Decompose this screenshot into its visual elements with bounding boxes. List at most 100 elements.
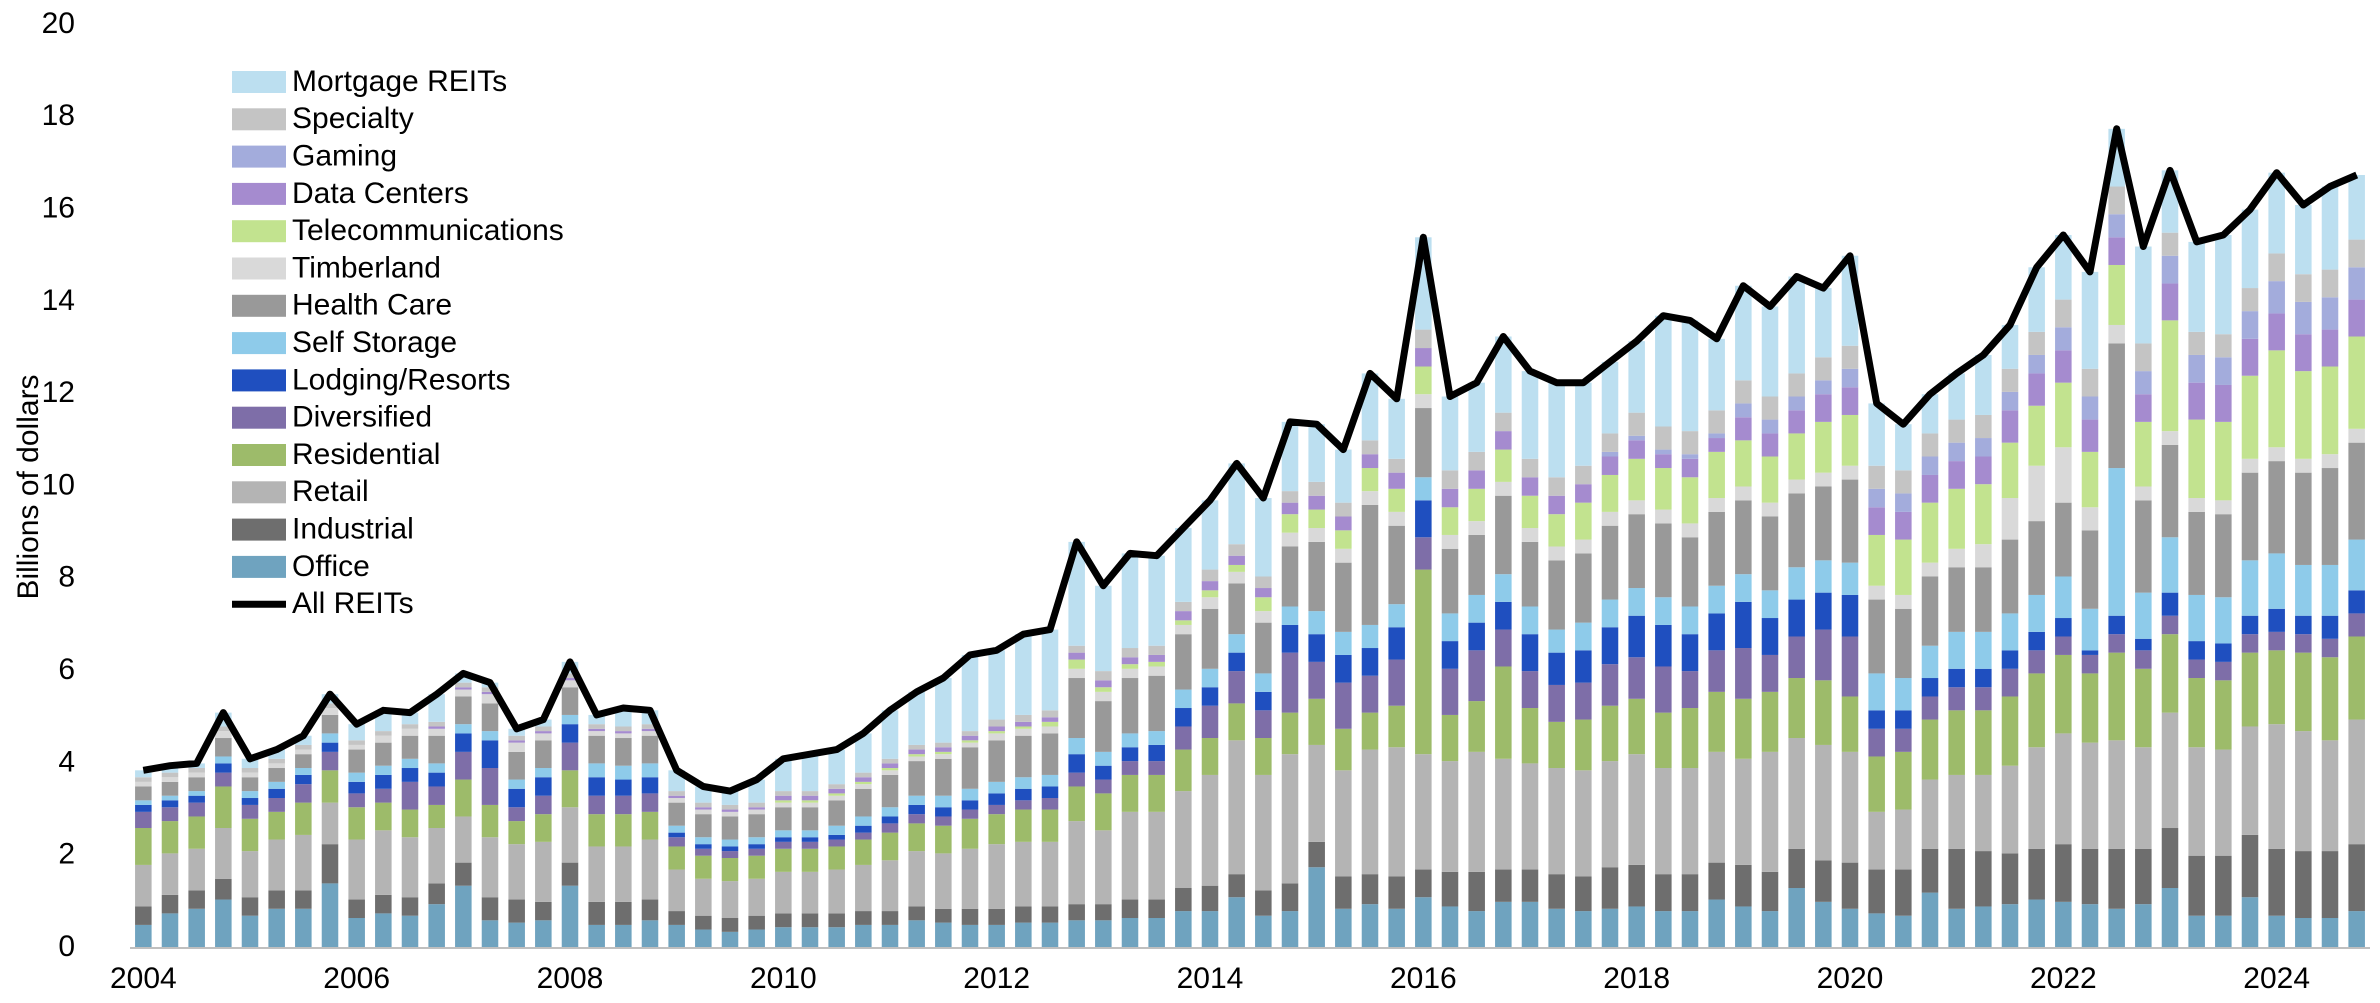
bar-segment [1468,751,1485,872]
bar-segment [2001,853,2019,905]
bar-segment [535,726,552,732]
bar-segment [1415,537,1432,570]
bar-segment [2081,904,2099,948]
bar-segment [1601,664,1619,706]
bar-segment [1441,641,1459,669]
bar-segment [1495,412,1512,432]
bar-segment [135,811,152,829]
bar-segment [2135,904,2152,948]
bar-segment [348,740,365,745]
bar-segment [2108,264,2125,325]
bar-segment [1095,691,1112,702]
bar-segment [2055,382,2072,448]
bar-segment [188,777,205,792]
bar-segment [2215,234,2232,335]
bar-segment [1121,811,1139,900]
bar-segment [828,784,845,789]
bar-segment [935,922,952,948]
bar-segment [668,802,685,826]
bar-segment [1948,848,1965,909]
bar-segment [748,855,765,879]
bar-segment [1175,749,1192,792]
bar-segment [2161,431,2179,445]
bar-segment [2028,747,2045,849]
bar-segment [1548,874,1565,909]
bar-segment [695,929,712,948]
bar-segment [641,920,659,948]
bar-segment [1868,488,1885,508]
x-tick-label: 2010 [750,962,817,995]
bar-segment [1681,537,1699,607]
bar-segment [961,800,979,810]
bar-segment [1761,911,1779,948]
bar-segment [1975,851,1992,907]
bar-segment [561,885,579,948]
bar-segment [1735,574,1752,602]
bar-segment [1361,712,1379,750]
bar-segment [881,710,899,759]
bar-segment [1068,904,1085,921]
legend-label: Diversified [292,401,432,434]
bar-segment [1841,345,1859,369]
bar-segment [2348,267,2365,300]
bar-segment [1335,516,1352,531]
legend-swatch [232,182,286,205]
bar-segment [1708,650,1725,692]
bar-segment [988,814,1005,845]
bar-segment [1041,774,1059,787]
bar-segment [2268,172,2285,254]
bar-segment [1601,511,1619,526]
bar-segment [161,781,179,796]
bar-segment [2321,740,2339,852]
bar-segment [1575,502,1592,540]
bar-segment [721,791,739,805]
bar-segment [2348,174,2365,240]
bar-segment [935,758,952,796]
bar-segment [1255,890,1272,916]
bar-segment [535,901,552,921]
bar-segment [1948,373,1965,420]
bar-segment [1441,470,1459,489]
bar-series [135,128,2365,805]
bar-segment [428,763,445,773]
bar-segment [1975,438,1992,457]
bar-segment [241,791,259,799]
bar-segment [1815,744,1832,861]
bar-segment [2188,855,2205,916]
bar-segment [1548,721,1565,769]
y-tick-label: 6 [58,653,75,686]
bar-segment [1175,634,1192,690]
bar-segment [1335,548,1352,563]
bar-segment [1921,576,1939,646]
bar-segment [1441,871,1459,907]
bar-segment [2215,500,2232,515]
bar-segment [1761,871,1779,912]
bar-segment [321,751,339,771]
bar-segment [1201,774,1219,886]
bar-segment [1388,604,1405,628]
bar-segment [1468,521,1485,535]
bar-segment [1628,588,1645,616]
bar-segment [1041,809,1059,842]
x-tick-label: 2004 [110,962,177,995]
bar-segment [1548,684,1565,722]
bar-segment [2295,615,2312,635]
bar-segment [1575,465,1592,485]
bar-segment [1068,541,1085,646]
bar-segment [1175,708,1192,727]
bar-segment [2028,405,2045,466]
bar-segment [1841,594,1859,637]
bar-segment [1975,456,1992,485]
bar-segment [2081,271,2099,369]
bar-segment [2321,329,2339,367]
bar-segment [2215,855,2232,916]
bar-segment [2001,650,2019,669]
bar-segment [668,837,685,847]
bar-segment [855,839,872,865]
bar-segment [775,795,792,801]
bar-segment [961,818,979,849]
bar-segment [1095,751,1112,766]
bar-segment [961,731,979,736]
bar-segment [801,837,819,842]
bar-segment [855,832,872,840]
